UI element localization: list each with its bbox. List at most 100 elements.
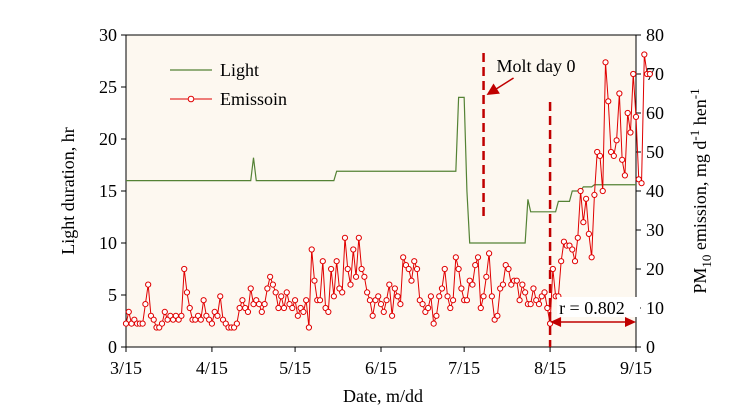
- emission-point: [145, 281, 152, 288]
- emission-point: [303, 297, 310, 304]
- right-tick-label: 30: [646, 220, 664, 240]
- emission-point: [197, 316, 204, 323]
- x-tick-label: 5/15: [279, 358, 311, 378]
- right-tick-label: 10: [646, 298, 664, 318]
- emission-point: [596, 152, 604, 159]
- emission-point: [455, 265, 462, 273]
- x-tick-label: 3/15: [110, 358, 142, 378]
- left-y-axis-title: Light duration, hr: [58, 127, 78, 254]
- emission-point: [258, 308, 265, 315]
- left-tick-label: 0: [108, 337, 117, 357]
- left-tick-label: 10: [99, 233, 117, 253]
- emission-point: [344, 265, 351, 273]
- emission-point: [483, 273, 490, 280]
- emission-point: [261, 301, 268, 308]
- emission-point: [577, 187, 584, 195]
- emission-point: [233, 320, 240, 327]
- right-tick-label: 60: [646, 103, 664, 123]
- emission-point: [217, 293, 224, 300]
- emission-point: [388, 312, 396, 319]
- correlation-label-background: [557, 297, 641, 317]
- emission-point: [283, 289, 290, 296]
- left-tick-label: 20: [99, 129, 117, 149]
- emission-point: [352, 273, 360, 280]
- pm-subscript: 10: [699, 255, 714, 268]
- emission-point: [125, 308, 132, 315]
- emission-point: [438, 285, 446, 292]
- legend-emission-label: Emissoin: [220, 89, 287, 109]
- pm-text: PM: [690, 268, 710, 294]
- emission-point: [294, 312, 301, 319]
- emission-point: [444, 293, 451, 300]
- emission-point: [405, 265, 412, 273]
- emission-point: [585, 230, 592, 237]
- emission-point: [413, 265, 421, 273]
- light-series-line: [126, 96, 636, 244]
- emission-point: [380, 308, 387, 315]
- emission-point: [139, 320, 146, 327]
- emission-point: [275, 304, 282, 312]
- emission-point: [544, 304, 551, 312]
- emission-point: [436, 293, 443, 300]
- emission-point: [411, 258, 418, 265]
- emission-point: [375, 293, 382, 300]
- x-axis: 3/15 4/15 5/15 6/15 7/15 8/15 9/15: [110, 347, 652, 378]
- correlation-label: r = 0.802: [559, 298, 625, 318]
- emission-point: [646, 70, 653, 78]
- emission-point: [122, 320, 130, 327]
- emission-point: [272, 289, 279, 296]
- emission-point: [267, 273, 274, 280]
- emission-point: [641, 51, 648, 58]
- unit-superscript-1: -1: [687, 130, 702, 141]
- emission-point: [178, 312, 185, 319]
- emission-point: [208, 320, 216, 327]
- x-tick-label: 7/15: [448, 358, 480, 378]
- emission-point: [630, 70, 637, 78]
- emission-point: [347, 281, 354, 288]
- emission-point: [449, 297, 457, 304]
- emission-point: [425, 304, 432, 312]
- emission-point: [527, 301, 534, 308]
- emission-point: [469, 281, 476, 288]
- emission-point: [394, 293, 401, 300]
- emission-point: [430, 320, 437, 327]
- emission-point: [583, 195, 590, 202]
- emission-point: [383, 297, 390, 304]
- emission-point: [505, 265, 512, 273]
- emission-point: [350, 246, 357, 253]
- emission-point: [377, 301, 385, 308]
- emission-point: [269, 281, 276, 288]
- emission-point: [619, 156, 626, 163]
- x-axis-title: Date, m/dd: [343, 386, 423, 406]
- emission-point: [480, 293, 487, 300]
- molt-day-label: Molt day 0: [497, 56, 576, 76]
- molt-arrow: [494, 77, 514, 91]
- emission-point: [319, 258, 326, 265]
- emission-point: [330, 293, 337, 300]
- emission-point: [627, 129, 634, 136]
- left-tick-label: 5: [108, 285, 117, 305]
- emission-point: [610, 152, 617, 159]
- emission-point: [291, 297, 299, 304]
- emission-point: [316, 297, 324, 304]
- emission-point: [522, 289, 529, 296]
- emission-point: [339, 289, 346, 296]
- emission-point: [308, 246, 315, 253]
- emission-point: [447, 304, 454, 312]
- emission-point: [441, 265, 448, 273]
- right-tick-label: 70: [646, 64, 664, 84]
- left-tick-label: 25: [99, 77, 117, 97]
- emission-point: [400, 254, 407, 261]
- emission-point: [239, 297, 246, 304]
- emission-point: [513, 277, 520, 284]
- emission-point: [474, 254, 482, 261]
- emission-point: [247, 285, 254, 292]
- emission-point: [599, 187, 606, 195]
- emission-point: [580, 219, 587, 226]
- emission-point: [333, 258, 340, 265]
- left-tick-label: 15: [99, 181, 117, 201]
- emission-point: [236, 304, 243, 312]
- emission-point: [488, 293, 495, 300]
- emission-point: [200, 297, 207, 304]
- emission-point: [458, 285, 465, 292]
